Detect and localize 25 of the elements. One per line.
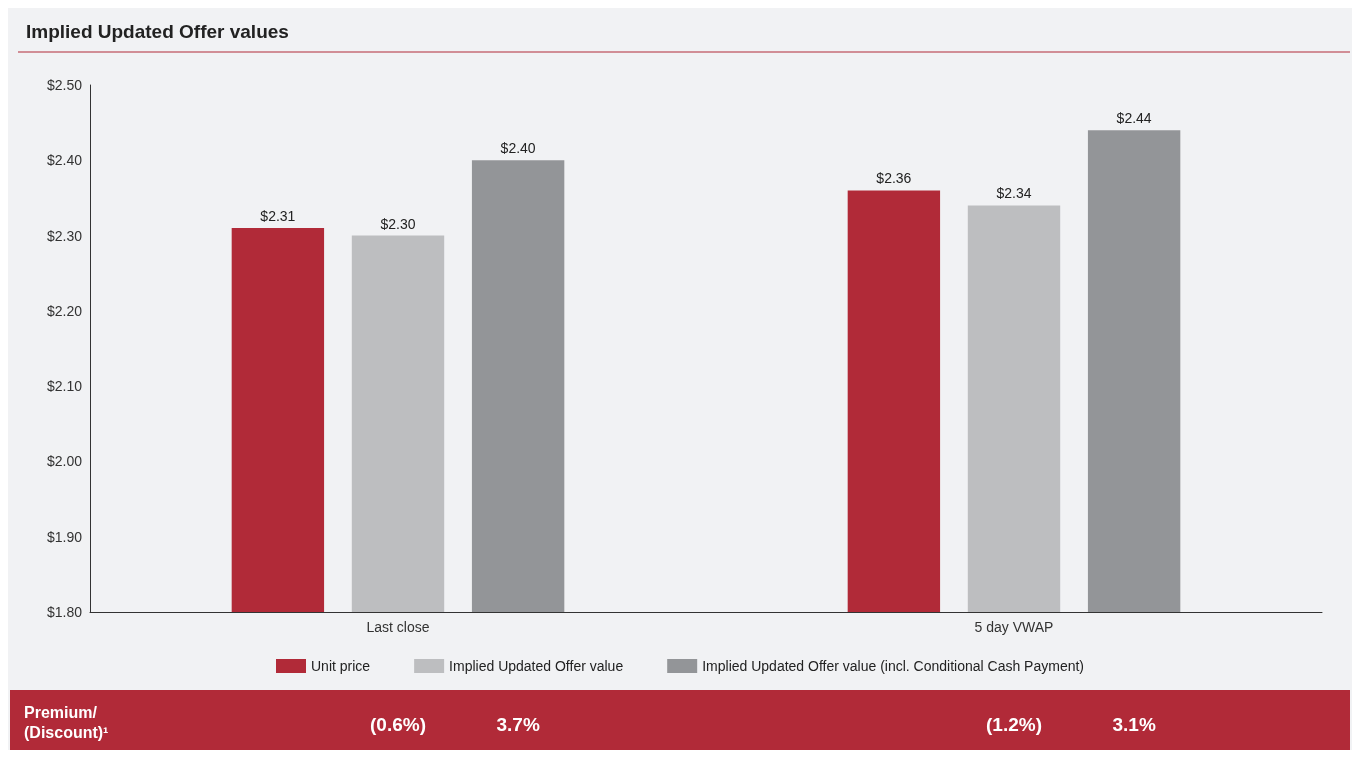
data-label: $2.34: [996, 185, 1032, 202]
y-tick-label: $2.10: [46, 378, 83, 395]
text: (1.2%): [986, 713, 1042, 735]
x-tick-label: Last close: [366, 619, 430, 635]
data-label: $2.31: [260, 208, 296, 225]
y-tick-label: $1.80: [46, 604, 83, 620]
data-label: $2.30: [380, 215, 416, 232]
data-label: $2.40: [500, 140, 536, 157]
y-tick-label: $2.50: [46, 77, 83, 93]
y-tick-label: $2.00: [46, 453, 83, 470]
y-tick-label: $2.30: [46, 227, 83, 244]
y-tick-label: $2.20: [46, 302, 83, 319]
data-label: $2.36: [876, 170, 912, 187]
data-label: $2.44: [1116, 110, 1152, 127]
text: Premium/ (Discount)¹: [24, 703, 109, 741]
text: 3.7%: [496, 713, 540, 735]
legend-label: Implied Updated Offer value: [449, 658, 624, 674]
text: (0.6%): [370, 713, 426, 735]
chart-title: Implied Updated Offer values: [26, 21, 289, 42]
text: 3.1%: [1112, 713, 1156, 735]
y-tick-label: $2.40: [46, 152, 83, 169]
legend-label: Unit price: [310, 658, 371, 674]
legend-label: Implied Updated Offer value (incl. Conditional Cash Payment): [702, 658, 1085, 674]
x-tick-label: 5 day VWAP: [974, 619, 1054, 635]
y-tick-label: $1.90: [46, 528, 83, 545]
